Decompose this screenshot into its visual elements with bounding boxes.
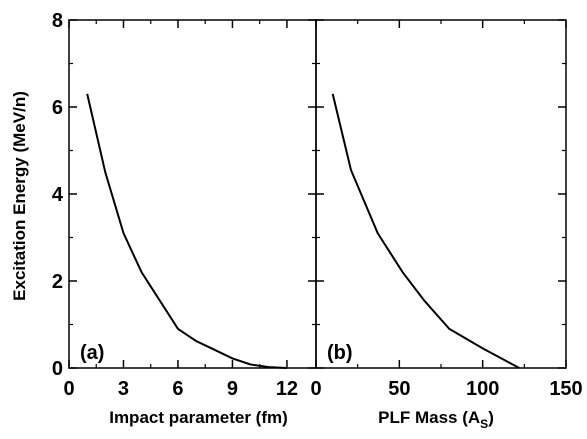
panel-b-x-axis-label-main: PLF Mass (A (378, 408, 480, 427)
x-tick-label: 100 (466, 378, 499, 400)
panel-b-frame (315, 19, 567, 369)
y-tick-label: 6 (52, 97, 63, 119)
x-tick-label: 12 (276, 378, 298, 400)
panel-a-label: (a) (80, 342, 104, 364)
panel-b-x-axis-label-close: ) (488, 408, 494, 427)
panel-a: 0 3 6 9 12 0 2 4 6 8 (a) Impact parameter (fm) (52, 10, 317, 427)
panel-b-x-tick-labels: 0 50 100 150 (310, 378, 582, 400)
x-tick-label: 0 (63, 378, 74, 400)
y-tick-label: 0 (52, 358, 63, 380)
y-axis-label: Excitation Energy (MeV/n) (10, 91, 29, 301)
panel-b: 0 50 100 150 (b) PLF Mass (AS) (310, 19, 583, 431)
x-tick-label: 3 (118, 378, 129, 400)
x-tick-label: 50 (388, 378, 410, 400)
panel-b-x-axis-label-subscript: S (480, 417, 488, 431)
panel-a-x-axis-label: Impact parameter (fm) (109, 408, 288, 427)
panel-a-x-tick-labels: 0 3 6 9 12 (63, 378, 298, 400)
panel-a-ticks (68, 19, 316, 369)
y-axis-label-group: Excitation Energy (MeV/n) (10, 91, 29, 301)
y-tick-label: 4 (52, 184, 64, 206)
y-tick-label: 8 (52, 10, 63, 32)
x-tick-label: 0 (310, 378, 321, 400)
panel-b-label: (b) (327, 342, 353, 364)
panel-b-x-axis-label: PLF Mass (AS) (378, 408, 494, 431)
panel-b-series-line (331, 93, 520, 369)
x-tick-label: 150 (549, 378, 582, 400)
panel-a-y-tick-labels: 0 2 4 6 8 (52, 10, 64, 380)
y-tick-label: 2 (52, 271, 63, 293)
panel-a-series-line (86, 93, 287, 369)
x-tick-label: 6 (172, 378, 183, 400)
x-tick-label: 9 (227, 378, 238, 400)
panel-a-frame (68, 19, 317, 369)
panel-b-ticks (315, 19, 567, 369)
